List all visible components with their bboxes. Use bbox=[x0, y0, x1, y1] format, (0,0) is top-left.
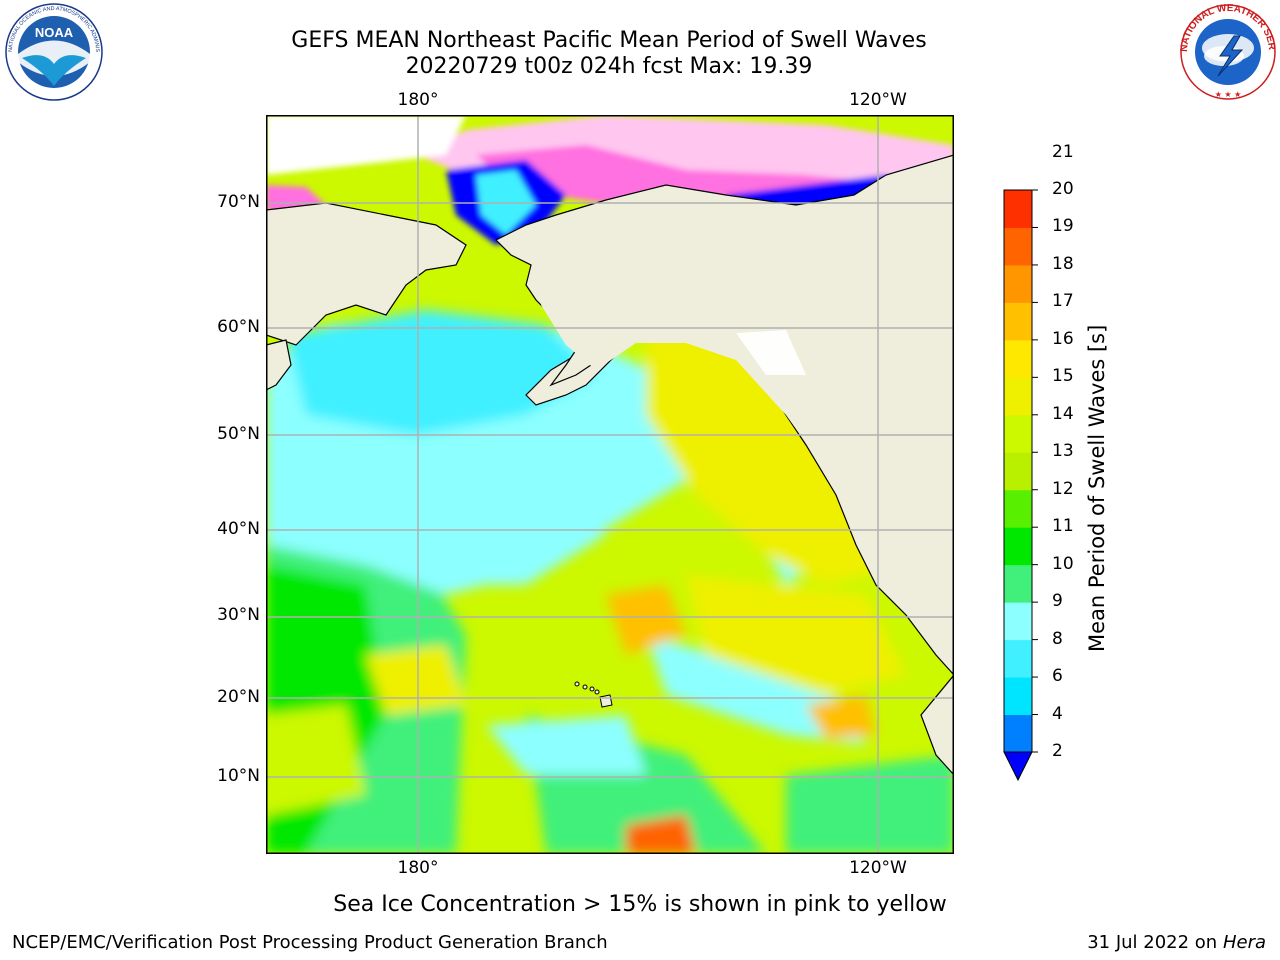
svg-text:NOAA: NOAA bbox=[35, 25, 74, 40]
nws-logo: NATIONAL WEATHER SERVICE ★ ★ ★ bbox=[1174, 0, 1278, 102]
chart-title-line1: GEFS MEAN Northeast Pacific Mean Period … bbox=[291, 28, 927, 53]
colorbar-swatch-6 bbox=[1004, 677, 1032, 716]
colorbar-title: Mean Period of Swell Waves [s] bbox=[1085, 324, 1109, 652]
colorbar-label-2: 2 bbox=[1052, 741, 1063, 761]
noaa-logo: NOAA NATIONAL OCEANIC AND ATMOSPHERIC AD… bbox=[2, 0, 104, 102]
colorbar-swatch-12 bbox=[1004, 489, 1032, 528]
colorbar-swatch-8 bbox=[1004, 639, 1032, 678]
colorbar-swatch-4 bbox=[1004, 714, 1032, 753]
lat-label-30n: 30°N bbox=[217, 605, 260, 625]
svg-text:★ ★ ★: ★ ★ ★ bbox=[1215, 90, 1242, 99]
footer-credit: NCEP/EMC/Verification Post Processing Pr… bbox=[12, 932, 608, 953]
colorbar-label-21: 21 bbox=[1052, 141, 1074, 162]
lat-label-60n: 60°N bbox=[217, 317, 260, 337]
colorbar-extend-triangle bbox=[1003, 751, 1033, 782]
colorbar-label-10: 10 bbox=[1052, 553, 1074, 574]
colorbar-swatch-19 bbox=[1004, 227, 1032, 266]
colorbar-swatch-17 bbox=[1004, 302, 1032, 341]
colorbar-swatch-15 bbox=[1004, 377, 1032, 416]
colorbar-labels: 2 4 6 8 9 10 11 12 13 14 15 16 17 18 19 20 21 bbox=[1052, 0, 1092, 960]
colorbar-swatch-13 bbox=[1004, 452, 1032, 491]
lon-label-bottom-120w: 120°W bbox=[849, 858, 907, 878]
lat-label-40n: 40°N bbox=[217, 519, 260, 539]
colorbar-label-9: 9 bbox=[1052, 591, 1063, 612]
colorbar-label-19: 19 bbox=[1052, 216, 1074, 237]
colorbar-label-12: 12 bbox=[1052, 478, 1074, 499]
colorbar-label-17: 17 bbox=[1052, 291, 1074, 312]
colorbar-swatch-14 bbox=[1004, 414, 1032, 453]
colorbar-label-6: 6 bbox=[1052, 666, 1063, 687]
colorbar-swatch-10 bbox=[1004, 564, 1032, 603]
footer-date: 31 Jul 2022 on Hera bbox=[1087, 932, 1266, 953]
colorbar-label-13: 13 bbox=[1052, 441, 1074, 462]
graticule bbox=[266, 115, 954, 854]
lat-label-50n: 50°N bbox=[217, 424, 260, 444]
colorbar-outline bbox=[1003, 189, 1033, 753]
lon-label-bottom-180: 180° bbox=[397, 858, 439, 878]
lon-label-top-180: 180° bbox=[397, 90, 439, 110]
colorbar-label-15: 15 bbox=[1052, 366, 1074, 387]
chart-title-line2: 20220729 t00z 024h fcst Max: 19.39 bbox=[405, 54, 813, 79]
colorbar-label-20: 20 bbox=[1052, 179, 1074, 199]
colorbar-label-11: 11 bbox=[1052, 516, 1074, 537]
colorbar-swatch-16 bbox=[1004, 339, 1032, 378]
lon-label-top-120w: 120°W bbox=[849, 90, 907, 110]
swell-period-map bbox=[266, 115, 954, 854]
lat-label-10n: 10°N bbox=[217, 766, 260, 786]
colorbar-swatch-18 bbox=[1004, 264, 1032, 303]
colorbar-label-8: 8 bbox=[1052, 628, 1063, 649]
lat-label-70n: 70°N bbox=[217, 192, 260, 212]
colorbar-swatch-9 bbox=[1004, 602, 1032, 641]
colorbar-label-14: 14 bbox=[1052, 403, 1074, 424]
colorbar-swatch-20 bbox=[1004, 190, 1032, 228]
colorbar-swatches bbox=[1003, 152, 1038, 782]
footer-host: Hera bbox=[1222, 932, 1266, 953]
colorbar-label-18: 18 bbox=[1052, 253, 1074, 274]
footer-date-text: 31 Jul 2022 on bbox=[1087, 932, 1223, 953]
colorbar-label-4: 4 bbox=[1052, 703, 1063, 724]
colorbar-label-16: 16 bbox=[1052, 328, 1074, 349]
colorbar-swatch-11 bbox=[1004, 527, 1032, 566]
lat-label-20n: 20°N bbox=[217, 687, 260, 707]
colorbar bbox=[1000, 152, 1040, 786]
sea-ice-note: Sea Ice Concentration > 15% is shown in … bbox=[333, 892, 947, 917]
